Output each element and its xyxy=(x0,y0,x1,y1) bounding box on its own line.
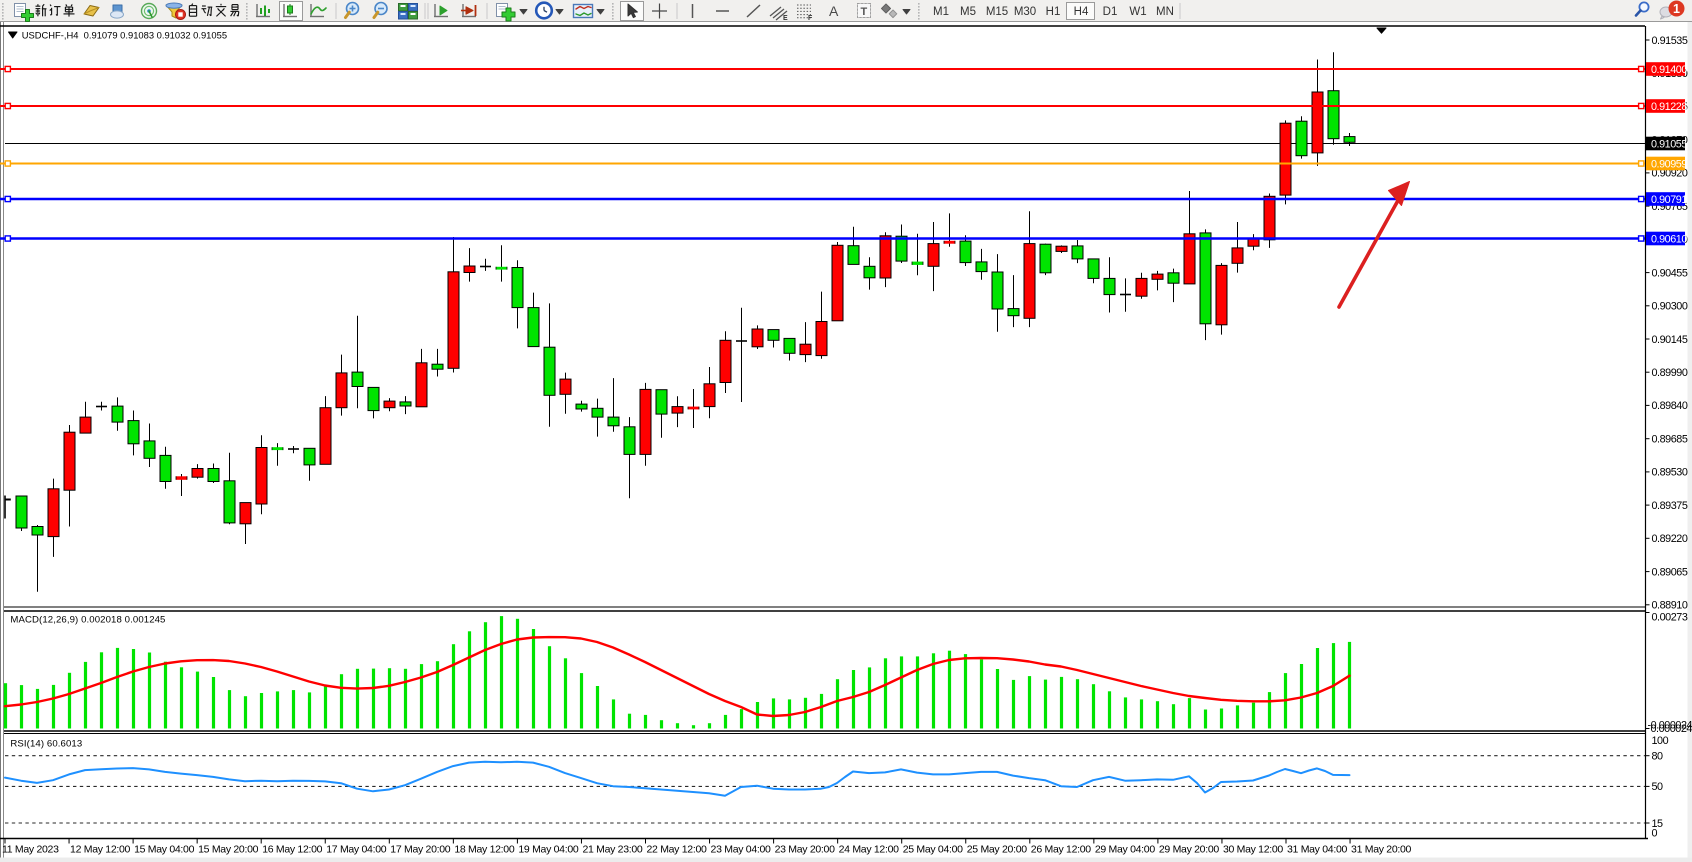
svg-text:17 May 20:00: 17 May 20:00 xyxy=(390,844,450,856)
svg-text:USDCHF-,H4 0.91079 0.91083 0.: USDCHF-,H4 0.91079 0.91083 0.91032 0.910… xyxy=(22,29,227,40)
svg-text:0.89065: 0.89065 xyxy=(1652,566,1688,578)
svg-text:31 May 20:00: 31 May 20:00 xyxy=(1351,844,1411,856)
svg-text:0.90959: 0.90959 xyxy=(1651,158,1687,170)
svg-text:0.89990: 0.89990 xyxy=(1652,367,1688,379)
svg-text:E: E xyxy=(783,15,788,22)
svg-text:25 May 04:00: 25 May 04:00 xyxy=(903,844,963,856)
svg-text:W1: W1 xyxy=(1129,6,1146,18)
svg-text:0.89220: 0.89220 xyxy=(1652,533,1688,545)
svg-text:T: T xyxy=(861,6,868,18)
svg-text:0.90610: 0.90610 xyxy=(1651,233,1687,245)
svg-text:18 May 12:00: 18 May 12:00 xyxy=(454,844,514,856)
svg-text:24 May 12:00: 24 May 12:00 xyxy=(839,844,899,856)
svg-text:100: 100 xyxy=(1652,735,1669,747)
svg-text:M1: M1 xyxy=(933,6,949,18)
svg-text:16 May 12:00: 16 May 12:00 xyxy=(262,844,322,856)
svg-text:H1: H1 xyxy=(1046,6,1061,18)
svg-text:50: 50 xyxy=(1652,781,1664,793)
svg-text:D1: D1 xyxy=(1103,6,1118,18)
svg-text:M30: M30 xyxy=(1014,6,1036,18)
svg-text:A: A xyxy=(829,3,839,19)
svg-text:0.91400: 0.91400 xyxy=(1651,64,1687,76)
svg-text:0.90791: 0.90791 xyxy=(1651,194,1687,206)
svg-text:0.91055: 0.91055 xyxy=(1651,138,1687,150)
svg-text:15 May 20:00: 15 May 20:00 xyxy=(198,844,258,856)
svg-text:0.91228: 0.91228 xyxy=(1651,101,1687,113)
svg-text:0: 0 xyxy=(1652,827,1658,839)
svg-text:0.90920: 0.90920 xyxy=(1652,168,1688,180)
svg-text:30 May 12:00: 30 May 12:00 xyxy=(1223,844,1283,856)
svg-text:11 May 2023: 11 May 2023 xyxy=(2,844,59,856)
svg-text:0.89685: 0.89685 xyxy=(1652,434,1688,446)
svg-text:23 May 20:00: 23 May 20:00 xyxy=(775,844,835,856)
svg-text:29 May 20:00: 29 May 20:00 xyxy=(1159,844,1219,856)
svg-text:29 May 04:00: 29 May 04:00 xyxy=(1095,844,1155,856)
svg-text:0.89375: 0.89375 xyxy=(1652,500,1688,512)
svg-text:31 May 04:00: 31 May 04:00 xyxy=(1287,844,1347,856)
svg-text:15 May 04:00: 15 May 04:00 xyxy=(134,844,194,856)
svg-text:0.000024: 0.000024 xyxy=(1651,723,1692,735)
svg-text:H4: H4 xyxy=(1074,6,1089,18)
svg-text:0.89840: 0.89840 xyxy=(1652,400,1688,412)
svg-text:12 May 12:00: 12 May 12:00 xyxy=(70,844,130,856)
svg-text:0.91535: 0.91535 xyxy=(1652,35,1688,47)
svg-text:MACD(12,26,9) 0.002018 0.00124: MACD(12,26,9) 0.002018 0.001245 xyxy=(10,614,165,625)
svg-text:25 May 20:00: 25 May 20:00 xyxy=(967,844,1027,856)
svg-text:0.90145: 0.90145 xyxy=(1652,334,1688,346)
svg-text:17 May 04:00: 17 May 04:00 xyxy=(326,844,386,856)
svg-text:M5: M5 xyxy=(960,6,976,18)
svg-text:0.90300: 0.90300 xyxy=(1652,301,1688,313)
svg-text:80: 80 xyxy=(1652,751,1664,763)
svg-text:23 May 04:00: 23 May 04:00 xyxy=(711,844,771,856)
svg-text:-0.000024: -0.000024 xyxy=(1648,719,1692,731)
svg-text:1: 1 xyxy=(1673,2,1680,16)
svg-text:F: F xyxy=(808,15,813,22)
svg-text:0.00273: 0.00273 xyxy=(1652,612,1688,624)
svg-text:RSI(14) 60.6013: RSI(14) 60.6013 xyxy=(10,739,82,750)
svg-text:0.88910: 0.88910 xyxy=(1652,600,1688,612)
svg-text:M15: M15 xyxy=(986,6,1008,18)
svg-text:19 May 04:00: 19 May 04:00 xyxy=(518,844,578,856)
svg-text:0.90455: 0.90455 xyxy=(1652,267,1688,279)
svg-text:22 May 12:00: 22 May 12:00 xyxy=(647,844,707,856)
svg-text:21 May 23:00: 21 May 23:00 xyxy=(582,844,642,856)
svg-text:MN: MN xyxy=(1156,6,1174,18)
svg-text:15: 15 xyxy=(1652,818,1664,830)
svg-text:0.89530: 0.89530 xyxy=(1652,467,1688,479)
svg-text:26 May 12:00: 26 May 12:00 xyxy=(1031,844,1091,856)
